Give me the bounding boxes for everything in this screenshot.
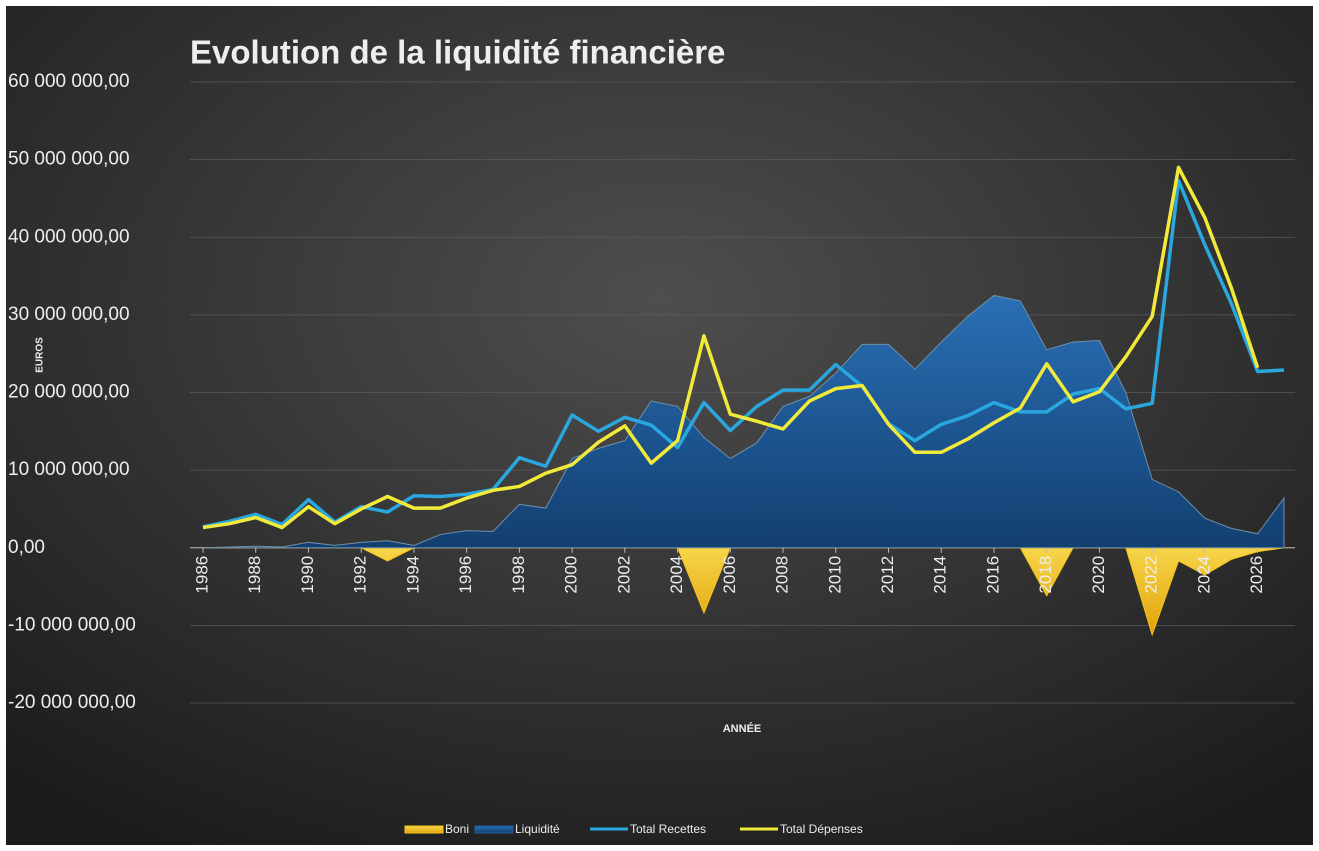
x-tick-label: 2012 [878,556,897,594]
x-tick-label: 2026 [1247,556,1266,594]
y-tick-label: -10 000 000,00 [8,614,136,635]
x-tick-label: 2004 [667,556,686,594]
line [202,165,1260,530]
x-tick-label: 1992 [351,556,370,594]
x-tick-label: 2008 [773,556,792,594]
x-tick-label: 1998 [509,556,528,594]
y-tick-label: 30 000 000,00 [8,304,130,325]
y-tick-label: -20 000 000,00 [8,692,136,713]
x-axis-title: ANNÉE [723,722,762,735]
x-tick-label: 2000 [562,556,581,594]
x-tick-label: 2024 [1194,556,1213,594]
x-tick-label: 2010 [825,556,844,594]
y-tick-label: 0,00 [8,537,45,558]
x-tick-label: 2006 [720,556,739,594]
legend-swatch [404,825,444,834]
y-axis-title: EUROS [35,337,46,373]
y-tick-label: 40 000 000,00 [8,226,130,247]
x-tick-label: 2014 [931,556,950,594]
x-tick-label: 1990 [298,556,317,594]
x-tick-label: 2016 [983,556,1002,594]
x-tick-label: 2018 [1036,556,1055,594]
legend-label: Total Dépenses [780,822,863,836]
y-tick-label: 20 000 000,00 [8,382,130,403]
chart-title: Evolution de la liquidité financière [190,34,725,71]
x-tick-label: 2022 [1142,556,1161,594]
legend-label: Total Recettes [630,822,706,836]
y-tick-label: 50 000 000,00 [8,149,130,170]
x-tick-label: 2020 [1089,556,1108,594]
y-tick-label: 60 000 000,00 [8,71,130,92]
x-tick-label: 1988 [245,556,264,594]
legend-label: Liquidité [515,822,560,836]
legend-label: Boni [445,822,469,836]
x-tick-label: 1996 [456,556,475,594]
legend-swatch [474,825,514,834]
x-tick-label: 1986 [192,556,211,594]
x-tick-label: 1994 [403,556,422,594]
x-tick-label: 2002 [614,556,633,594]
y-tick-label: 10 000 000,00 [8,459,130,480]
